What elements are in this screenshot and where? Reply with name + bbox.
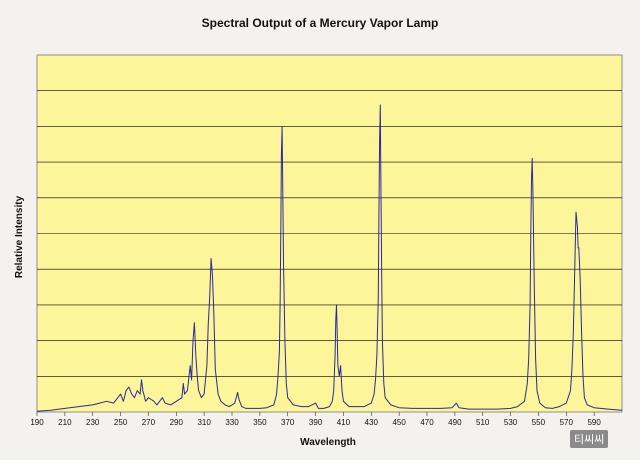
x-tick-label: 210 [58,418,72,427]
x-tick-label: 450 [392,418,406,427]
x-tick-label: 390 [309,418,323,427]
series-line [36,104,623,412]
x-tick-label: 290 [170,418,184,427]
x-tick-label: 310 [197,418,211,427]
x-tick-label: 230 [86,418,100,427]
x-tick-label: 250 [114,418,128,427]
x-tick-label: 190 [30,418,44,427]
x-axis-ticks: 190 210 230 250 270 290 310 330 350 370 390 410 430 4… [30,412,601,427]
x-tick-label: 490 [448,418,462,427]
x-tick-label: 530 [504,418,518,427]
x-tick-label: 550 [532,418,546,427]
x-tick-label: 470 [420,418,434,427]
x-tick-label: 510 [476,418,490,427]
x-tick-label: 350 [253,418,267,427]
x-axis-label: Wavelength [300,437,356,448]
gridlines [37,90,622,377]
x-tick-label: 370 [281,418,295,427]
x-tick-label: 410 [337,418,351,427]
x-tick-label: 570 [560,418,574,427]
x-tick-label: 270 [142,418,156,427]
x-tick-label: 330 [225,418,239,427]
chart-title: Spectral Output of a Mercury Vapor Lamp [202,16,439,30]
y-axis-label: Relative Intensity [14,195,25,278]
watermark-badge: 티씨씨 [570,430,609,448]
x-tick-label: 430 [365,418,379,427]
x-tick-label: 590 [587,418,601,427]
